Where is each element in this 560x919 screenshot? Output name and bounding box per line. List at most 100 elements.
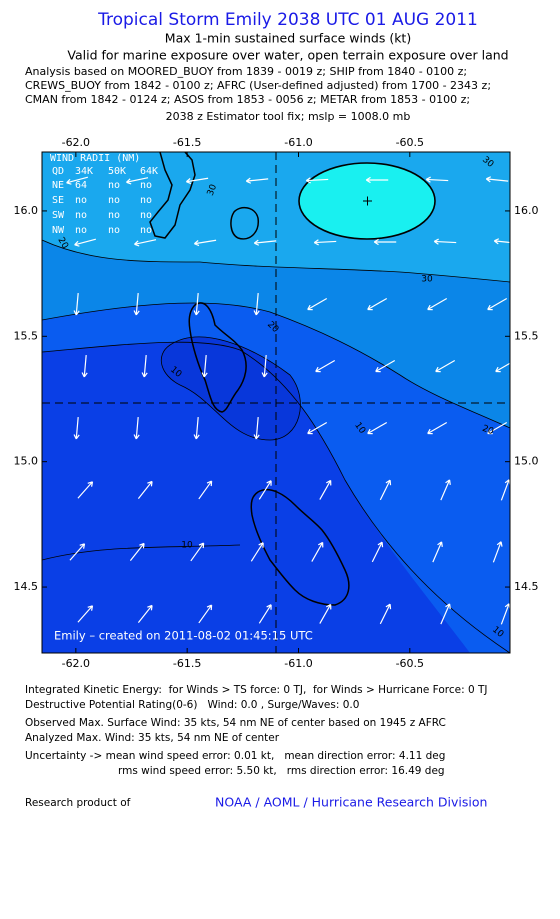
radii-cell: no bbox=[108, 180, 120, 191]
wind-arrow bbox=[495, 362, 510, 373]
wind-arrow bbox=[319, 603, 332, 624]
wind-arrow bbox=[427, 297, 448, 311]
wind-arrow bbox=[250, 542, 264, 562]
radii-cell: SE bbox=[52, 195, 64, 206]
wind-arrow bbox=[379, 603, 392, 625]
x-tick-label: -61.5 bbox=[173, 657, 201, 670]
wind-arrow bbox=[435, 359, 456, 373]
validity: Valid for marine exposure over water, op… bbox=[67, 48, 508, 63]
radii-cell: 64 bbox=[75, 180, 87, 191]
wind-arrow bbox=[375, 359, 396, 373]
radii-header: QD bbox=[52, 166, 64, 177]
radii-cell: NW bbox=[52, 225, 65, 236]
wind-arrow bbox=[427, 421, 448, 435]
x-tick-label: -61.0 bbox=[284, 136, 312, 149]
wind-arrow bbox=[133, 292, 140, 316]
wind-arrow bbox=[493, 238, 510, 245]
wind-arrow bbox=[425, 176, 449, 183]
wind-arrow bbox=[307, 421, 328, 435]
wind-vectors bbox=[66, 176, 510, 625]
wind-arrow bbox=[440, 603, 451, 625]
wind-arrow bbox=[253, 416, 260, 440]
wind-arrow bbox=[371, 541, 384, 563]
wind-arrow bbox=[73, 416, 80, 440]
max-wind-marker bbox=[363, 196, 372, 206]
x-tick-label: -62.0 bbox=[62, 136, 90, 149]
axes: -62.0 -62.0 -61.5 -61.5 -61.0 -61.0 -60.5 -60.5… bbox=[14, 136, 539, 670]
radii-cell: no bbox=[75, 225, 87, 236]
coastlines bbox=[149, 152, 350, 606]
wind-arrow bbox=[77, 481, 94, 499]
wind-arrow bbox=[253, 239, 277, 246]
footer-line: Destructive Potential Rating(0-6) Wind: … bbox=[25, 699, 359, 711]
radii-cell: no bbox=[140, 195, 152, 206]
wind-arrow bbox=[193, 239, 217, 247]
y-tick-label: 15.0 bbox=[14, 455, 39, 468]
map-frame bbox=[41, 151, 511, 654]
estimator: 2038 z Estimator tool fix; mslp = 1008.0… bbox=[166, 110, 411, 123]
analysis-line: CMAN from 1842 - 0124 z; ASOS from 1853 … bbox=[25, 93, 470, 106]
wind-arrow bbox=[440, 479, 451, 501]
contour-label: 20 bbox=[481, 424, 495, 437]
footer-line: Observed Max. Surface Wind: 35 kts, 54 n… bbox=[25, 717, 446, 729]
subtitle: Max 1-min sustained surface winds (kt) bbox=[165, 31, 411, 46]
radii-cell: no bbox=[108, 210, 120, 221]
wind-arrow bbox=[365, 176, 389, 184]
wind-arrow bbox=[69, 543, 86, 561]
wind-arrow bbox=[133, 416, 140, 440]
radii-cell: no bbox=[140, 225, 152, 236]
x-tick-label: -60.5 bbox=[396, 657, 424, 670]
wind-arrow bbox=[134, 239, 157, 247]
contour-label: 10 bbox=[181, 541, 193, 551]
radii-header: 64K bbox=[140, 166, 158, 177]
wind-arrow bbox=[193, 416, 200, 440]
y-tick-label: 16.0 bbox=[514, 204, 539, 217]
wind-arrow bbox=[373, 238, 397, 246]
footer-line: Uncertainty -> mean wind speed error: 0.… bbox=[25, 750, 445, 762]
wind-arrow bbox=[485, 176, 509, 183]
wind-arrow bbox=[126, 177, 149, 185]
wind-arrow bbox=[201, 354, 208, 378]
radii-title: WIND RADII (NM) bbox=[50, 153, 140, 164]
wind-arrow bbox=[198, 480, 213, 500]
wind-arrow bbox=[261, 354, 268, 378]
radii-cell: no bbox=[75, 210, 87, 221]
wind-arrow bbox=[258, 480, 272, 500]
wind-arrow bbox=[74, 238, 97, 247]
wind-arrow bbox=[73, 292, 80, 316]
wind-arrow bbox=[137, 480, 153, 499]
y-tick-label: 15.0 bbox=[514, 455, 539, 468]
y-tick-label: 15.5 bbox=[14, 329, 39, 342]
wind-arrow bbox=[433, 238, 457, 245]
radii-cell: no bbox=[140, 180, 152, 191]
wind-arrow bbox=[305, 177, 329, 184]
radii-header: 50K bbox=[108, 166, 126, 177]
contour-label: 30 bbox=[206, 183, 219, 197]
footer-line: Analyzed Max. Wind: 35 kts, 54 nm NE of … bbox=[25, 732, 280, 744]
contours bbox=[42, 239, 510, 653]
wind-arrow bbox=[367, 297, 388, 311]
wind-radii-table: WIND RADII (NM) QD 34K 50K 64K NE 64 no no SE no no… bbox=[50, 153, 158, 236]
wind-arrow bbox=[319, 479, 332, 500]
y-tick-label: 15.5 bbox=[514, 329, 539, 342]
wind-arrow bbox=[198, 604, 213, 624]
research-label: Research product of bbox=[25, 797, 131, 809]
wind-arrow bbox=[492, 541, 503, 563]
x-tick-label: -61.5 bbox=[173, 136, 201, 149]
credit: Emily – created on 2011-08-02 01:45:15 U… bbox=[54, 629, 313, 643]
analysis-line: Analysis based on MOORED_BUOY from 1839 … bbox=[25, 65, 467, 78]
wind-arrow bbox=[315, 359, 336, 373]
radii-cell: no bbox=[140, 210, 152, 221]
wind-arrow bbox=[137, 604, 153, 623]
wind-arrow bbox=[66, 176, 89, 185]
analysis-line: CREWS_BUOY from 1842 - 0100 z; AFRC (Use… bbox=[25, 79, 491, 92]
radii-header: 34K bbox=[75, 166, 93, 177]
x-tick-label: -62.0 bbox=[62, 657, 90, 670]
x-tick-label: -60.5 bbox=[396, 136, 424, 149]
wind-arrow bbox=[311, 541, 324, 562]
wind-arrow bbox=[487, 297, 508, 311]
x-tick-label: -61.0 bbox=[284, 657, 312, 670]
wind-arrow bbox=[379, 479, 392, 501]
wind-arrow bbox=[245, 177, 269, 184]
